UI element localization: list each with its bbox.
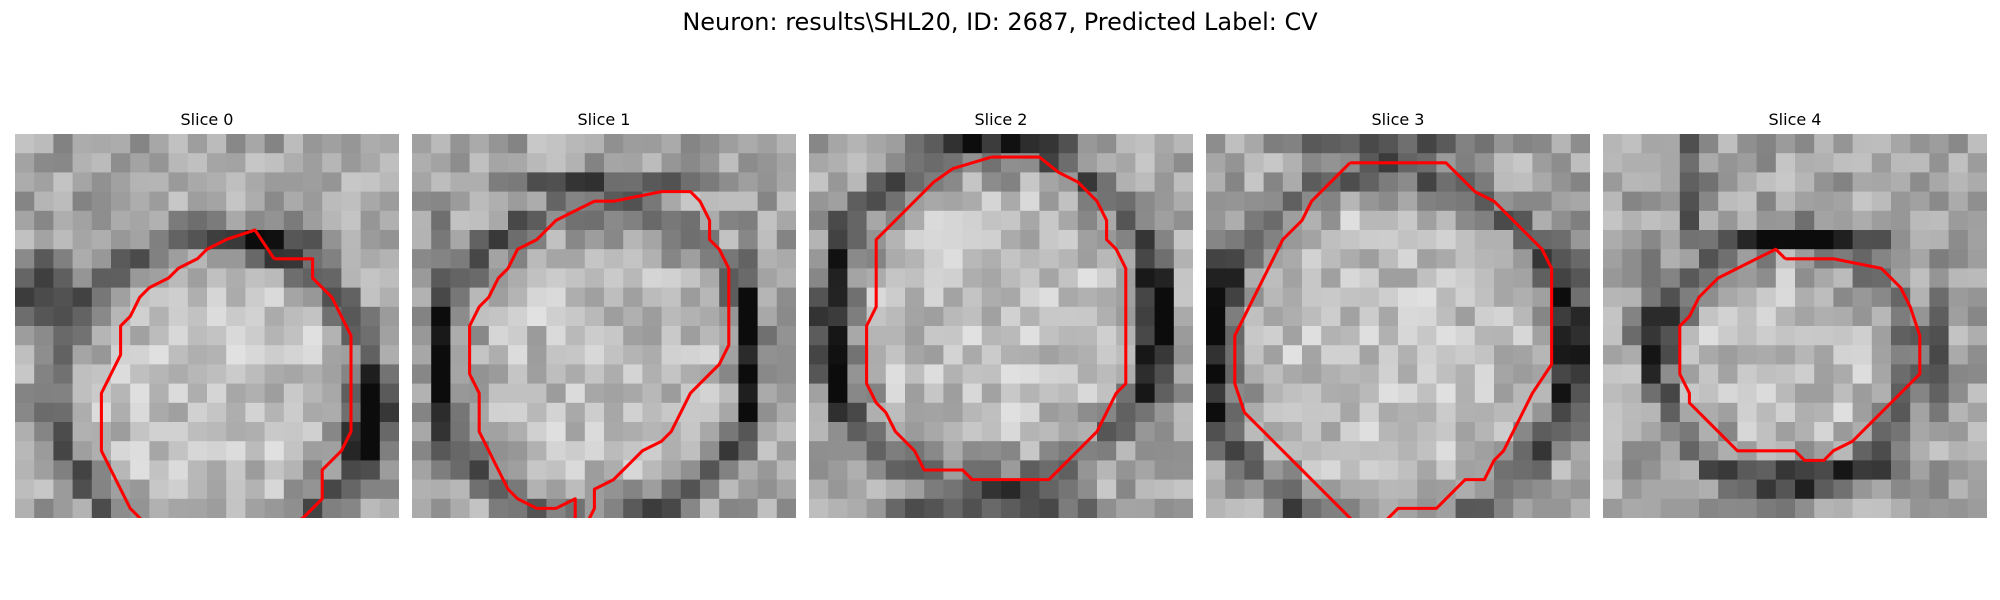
slice-title-4: Slice 4 [1768,110,1822,129]
slice-title-1: Slice 1 [577,110,631,129]
segmentation-contour [1233,161,1554,518]
pixel-grid [1206,134,1590,518]
slice-panel-3: Slice 3 [1206,110,1590,518]
slice-panel-4: Slice 4 [1603,110,1987,518]
slice-image-0 [15,134,399,518]
slice-image-2 [809,134,1193,518]
slice-image-3 [1206,134,1590,518]
segmentation-contour [468,190,731,518]
pixel-grid [809,134,1193,518]
slice-image-4 [1603,134,1987,518]
figure-title: Neuron: results\SHL20, ID: 2687, Predict… [682,8,1318,36]
slice-title-2: Slice 2 [974,110,1028,129]
segmentation-contour [865,155,1128,482]
segmentation-contour [1678,247,1922,462]
segmentation-contour [99,228,353,518]
slice-image-1 [412,134,796,518]
slice-title-3: Slice 3 [1371,110,1425,129]
pixel-grid [15,134,399,518]
slice-panel-1: Slice 1 [412,110,796,518]
pixel-grid [1603,134,1987,518]
slice-panel-0: Slice 0 [15,110,399,518]
slice-title-0: Slice 0 [180,110,234,129]
slice-panel-2: Slice 2 [809,110,1193,518]
